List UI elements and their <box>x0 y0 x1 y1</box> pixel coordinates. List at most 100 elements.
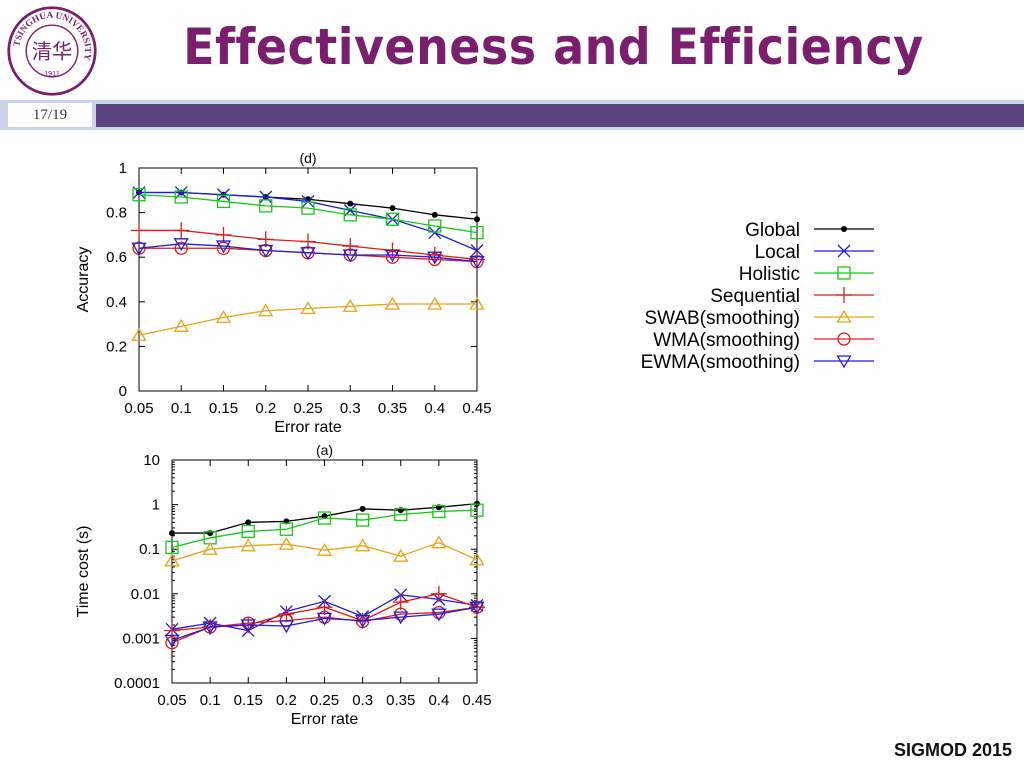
series-line <box>138 194 478 234</box>
tsinghua-logo: TSINGHUA UNIVERSITY 清华 1911 <box>7 6 97 96</box>
y-tick-label: 0.6 <box>106 249 127 266</box>
x-tick-label: 0.1 <box>171 400 192 417</box>
data-point <box>431 535 447 549</box>
legend-label: WMA(smoothing) <box>653 330 800 351</box>
header-bar <box>96 104 1024 127</box>
data-point <box>342 249 358 263</box>
x-tick-label: 0.4 <box>424 400 445 417</box>
data-point <box>164 634 180 648</box>
data-point <box>216 194 231 209</box>
data-point <box>431 211 438 218</box>
data-point <box>470 244 484 257</box>
x-tick-label: 0.45 <box>462 400 491 417</box>
legend-entry: SWAB(smoothing) <box>644 308 874 329</box>
data-point <box>300 247 316 261</box>
data-point <box>240 619 256 633</box>
data-point <box>207 530 214 537</box>
y-tick-label: 10 <box>143 452 160 469</box>
legend-label: Global <box>745 220 800 241</box>
legend-marker <box>837 332 851 346</box>
data-point <box>469 601 485 615</box>
x-tick-label: 0.35 <box>386 692 415 709</box>
data-point <box>384 249 401 263</box>
data-point <box>301 201 315 215</box>
legend-label: EWMA(smoothing) <box>641 352 800 373</box>
data-point <box>389 205 396 212</box>
chart-title: (d) <box>299 150 316 166</box>
x-tick-label: 0.1 <box>200 692 221 709</box>
data-point <box>131 242 147 256</box>
data-point <box>173 238 189 252</box>
y-axis-label: Time cost (s) <box>75 526 92 618</box>
x-tick-label: 0.05 <box>124 400 153 417</box>
data-point <box>240 538 256 552</box>
data-point <box>394 507 408 522</box>
series-line <box>138 243 478 263</box>
data-point <box>131 222 147 239</box>
data-point <box>317 610 332 624</box>
data-point <box>354 538 371 552</box>
y-tick-label: 0.8 <box>106 205 127 222</box>
series-holistic <box>132 188 484 240</box>
data-point <box>469 256 485 269</box>
data-point <box>385 212 400 226</box>
x-tick-label: 0.25 <box>293 400 322 417</box>
y-tick-label: 0.0001 <box>114 675 160 692</box>
data-point <box>278 536 295 550</box>
data-point <box>384 296 401 310</box>
data-point <box>428 226 442 240</box>
data-point <box>385 250 400 264</box>
data-point <box>216 241 231 255</box>
x-tick-label: 0.2 <box>255 400 276 417</box>
chart-title: (a) <box>316 442 333 458</box>
data-point <box>342 238 359 255</box>
data-point <box>169 530 175 537</box>
data-point <box>355 513 370 527</box>
data-point <box>428 252 442 267</box>
legend-entry: Local <box>755 242 874 263</box>
x-tick-label: 0.3 <box>340 400 361 417</box>
data-point <box>430 585 447 602</box>
x-tick-label: 0.05 <box>157 692 186 709</box>
data-point <box>316 599 333 616</box>
x-tick-label: 0.3 <box>352 692 373 709</box>
legend-entry: Sequential <box>710 286 874 307</box>
data-point <box>354 615 371 628</box>
legend: GlobalLocalHolisticSequentialSWAB(smooth… <box>641 220 874 373</box>
data-point <box>342 298 358 312</box>
y-tick-label: 0.4 <box>106 294 127 311</box>
legend-entry: Holistic <box>739 264 874 285</box>
data-point <box>174 241 188 255</box>
data-point <box>317 511 332 525</box>
legend-marker <box>837 244 851 258</box>
svg-text:清华: 清华 <box>32 40 72 63</box>
data-point <box>217 188 230 202</box>
chart-d: (d) 0.05 0.1 0.15 0.2 0.25 0.3 0.35 0.4 0.45 0 0.2 0… <box>75 150 492 436</box>
data-point <box>173 222 190 239</box>
legend-label: Local <box>755 242 800 263</box>
data-point <box>427 296 443 310</box>
data-point <box>393 548 409 562</box>
y-tick-label: 1 <box>152 497 160 514</box>
x-tick-label: 0.35 <box>378 400 407 417</box>
y-tick-label: 0.2 <box>106 338 127 355</box>
data-point <box>241 616 255 630</box>
x-tick-label: 0.4 <box>428 692 449 709</box>
series-ewma-smoothing <box>164 601 485 648</box>
data-point <box>202 541 218 555</box>
data-point <box>316 542 333 556</box>
series-ewma-smoothing <box>131 238 485 269</box>
legend-marker <box>841 226 847 232</box>
plot-frame <box>171 459 478 684</box>
series-swab-smoothing <box>164 535 485 567</box>
data-point <box>316 612 333 626</box>
y-tick-label: 0.001 <box>122 630 160 647</box>
series-swab-smoothing <box>131 296 485 341</box>
data-point <box>259 199 273 213</box>
data-point <box>164 553 180 567</box>
y-axis-label: Accuracy <box>75 247 92 313</box>
legend-label: Holistic <box>739 264 800 285</box>
data-point <box>259 190 273 204</box>
data-point <box>359 505 366 512</box>
data-point <box>343 208 357 222</box>
